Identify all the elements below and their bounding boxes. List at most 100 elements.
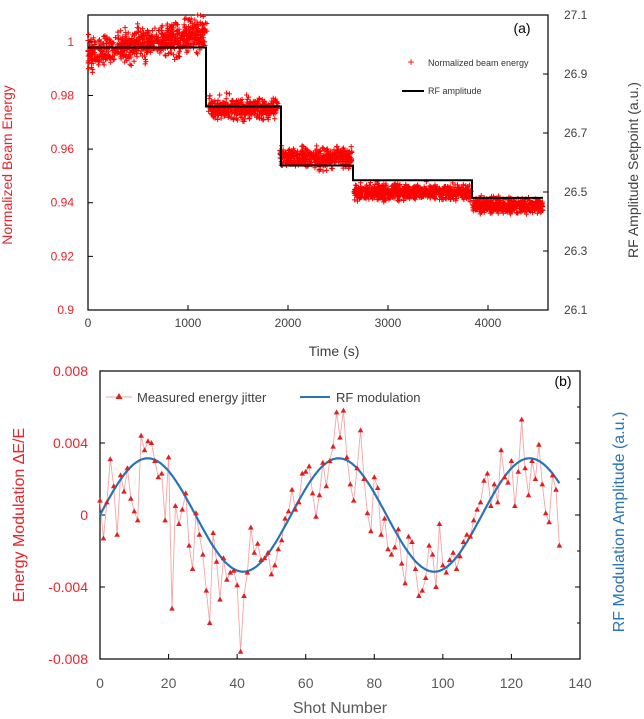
panel-a-beam-energy-point (359, 188, 365, 195)
panel-b-jitter-point (258, 557, 264, 562)
panel-a-beam-energy-point (401, 196, 407, 202)
panel-a-beam-energy-point (157, 41, 163, 47)
panel-a-beam-energy-point (96, 62, 102, 68)
panel-b-jitter-point (536, 441, 542, 447)
panel-a-beam-energy-point (147, 35, 153, 41)
panel-a-beam-energy-point (295, 148, 301, 154)
panel-a-x-tick-label: 2000 (275, 316, 302, 330)
panel-a-plot-frame (87, 14, 549, 311)
panel-a-beam-energy-point (149, 28, 155, 34)
panel-a-beam-energy-point (90, 66, 96, 72)
panel-b-jitter-point (470, 517, 477, 523)
panel-b-jitter-path (99, 410, 560, 652)
panel-a-beam-energy-point (510, 202, 516, 208)
panel-a-beam-energy-point (92, 56, 99, 63)
panel-a-beam-energy-point (110, 57, 116, 63)
panel-b-jitter-point (124, 465, 131, 471)
panel-a-y-tick-label: 0.96 (51, 142, 75, 156)
panel-b-jitter-point (97, 497, 103, 503)
panel-a-beam-energy-point (208, 107, 214, 113)
panel-a-beam-energy-point (150, 33, 156, 40)
panel-a-beam-energy-point (349, 149, 355, 156)
panel-b-jitter-point (385, 546, 391, 552)
panel-b-jitter-point (134, 517, 141, 523)
panel-a-beam-energy-point (454, 184, 461, 190)
panel-a-beam-energy-point (385, 192, 392, 198)
panel-b-x-tick-label: 40 (229, 675, 245, 691)
panel-b-jitter-point (237, 648, 244, 654)
panel-a-beam-energy-point (183, 25, 190, 31)
panel-b-jitter-point (518, 416, 525, 422)
panel-b-jitter-point (313, 513, 319, 519)
panel-b-jitter-point (104, 499, 110, 505)
panel-a-beam-energy-point (141, 36, 147, 42)
panel-a-beam-energy-point (453, 195, 460, 201)
panel-b-jitter-point (337, 434, 343, 440)
panel-a-beam-energy-point (324, 167, 330, 174)
panel-a-beam-energy-point (477, 211, 483, 217)
panel-a-beam-energy-point (348, 157, 354, 163)
panel-b-jitter-point (309, 490, 316, 496)
panel-a-beam-energy-point (497, 201, 503, 207)
panel-a-beam-energy-point (198, 12, 204, 18)
panel-b-jitter-point (402, 580, 408, 586)
panel-a-beam-energy-point (357, 184, 364, 190)
panel-a-beam-energy-point (111, 56, 117, 62)
panel-a-legend-beam-marker: + (407, 55, 414, 69)
panel-a: 0 1000 2000 3000 4000 0.9 0.92 0.94 0.96 0.98 1 26.… (0, 8, 641, 359)
panel-a-beam-energy-point (323, 147, 330, 153)
panel-b-jitter-point (392, 544, 398, 550)
panel-a-beam-energy-point (539, 200, 545, 207)
panel-a-beam-energy-point (372, 181, 378, 188)
panel-a-beam-energy-point (86, 31, 92, 38)
panel-a-beam-energy-point (419, 193, 425, 199)
panel-b-jitter-point (265, 549, 271, 555)
panel-a-beam-energy-point (353, 185, 359, 191)
panel-a-beam-energy-point (242, 111, 249, 117)
panel-a-beam-energy-point (340, 149, 346, 155)
panel-a-ticks: 0 1000 2000 3000 4000 0.9 0.92 0.94 0.96 0.98 1 26.… (51, 8, 588, 330)
panel-b-jitter-point (165, 454, 172, 460)
panel-a-beam-energy-point (188, 32, 195, 38)
panel-a-beam-energy-point (258, 108, 264, 114)
panel-a-y2-tick-label: 26.1 (564, 303, 588, 317)
panel-b-jitter-point (416, 593, 422, 598)
panel-a-beam-energy-point (521, 207, 527, 213)
panel-a-beam-energy-point (341, 148, 347, 154)
panel-b-jitter-point (210, 530, 216, 535)
panel-a-beam-energy-point (118, 56, 124, 62)
panel-a-y2-tick-label: 26.9 (564, 67, 588, 81)
panel-a-beam-energy-point (427, 183, 433, 189)
panel-a-beam-energy-point (176, 50, 182, 56)
panel-a-beam-energy-point (498, 198, 504, 204)
panel-b-jitter-point (344, 454, 350, 460)
panel-a-beam-energy-point (195, 23, 201, 29)
panel-a-beam-energy-point (222, 113, 228, 119)
panel-b-jitter-point (224, 576, 230, 582)
panel-a-beam-energy-point (320, 168, 326, 174)
panel-b-jitter-point (206, 620, 213, 625)
panel-a-beam-energy-point (272, 116, 278, 122)
panel-b-jitter-point (477, 499, 484, 505)
panel-b-jitter-point (241, 593, 247, 598)
panel-a-beam-energy-point (328, 148, 334, 154)
panel-b-jitter-point (381, 515, 388, 521)
panel-b-jitter-point (110, 483, 117, 489)
panel-a-beam-energy-point (194, 37, 200, 43)
panel-a-beam-energy-point (218, 115, 224, 121)
panel-b-jitter-point (429, 551, 436, 557)
panel-a-beam-energy-point (115, 35, 121, 41)
panel-a-beam-energy-point (169, 27, 175, 33)
panel-a-legend-beam-label: Normalized beam energy (428, 58, 529, 68)
panel-a-beam-energy-point (307, 159, 313, 165)
panel-a-beam-energy-point (464, 190, 470, 196)
panel-b-jitter-point (230, 567, 237, 573)
panel-b-jitter-point (501, 474, 508, 480)
panel-a-beam-energy-point (185, 17, 191, 23)
panel-b-jitter-point (491, 481, 498, 487)
panel-a-beam-energy-point (395, 188, 401, 194)
panel-a-beam-energy-point (129, 48, 136, 55)
panel-a-beam-energy-point (224, 106, 230, 112)
panel-a-beam-energy-point (108, 59, 114, 65)
panel-a-beam-energy-point (488, 202, 494, 208)
